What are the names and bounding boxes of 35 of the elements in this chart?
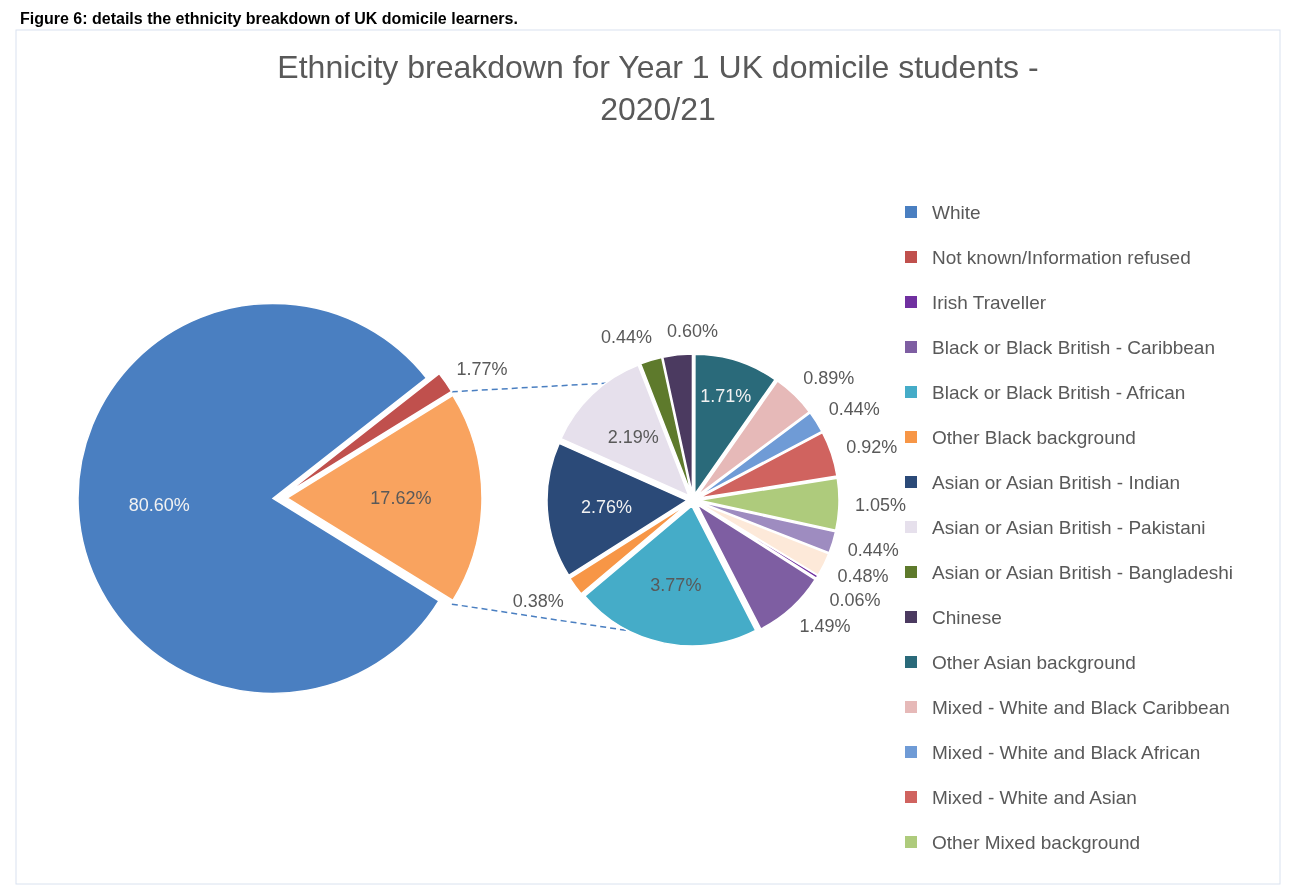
data-label: 1.05% (854, 495, 906, 516)
legend-label: Asian or Asian British - Pakistani (932, 516, 1206, 538)
legend-label: Mixed - White and Black African (932, 741, 1201, 763)
legend-label: Black or Black British - African (932, 381, 1186, 403)
data-label: 0.38% (512, 590, 564, 611)
data-label: 0.06% (829, 589, 881, 610)
data-label: 1.49% (799, 615, 851, 636)
data-label: 17.62% (370, 488, 432, 509)
data-label: 80.60% (128, 495, 190, 516)
data-label: 0.44% (847, 539, 899, 560)
legend-label: Asian or Asian British - Bangladeshi (932, 561, 1233, 583)
data-label: 2.19% (607, 427, 659, 448)
chart-title: Ethnicity breakdown for Year 1 UK domicile students - 2020/21 (277, 49, 1039, 127)
legend-label: Irish Traveller (932, 291, 1047, 313)
legend-label: White (932, 201, 981, 223)
data-label: 2.76% (580, 496, 632, 517)
data-label: 1.71% (700, 386, 752, 407)
data-label: 0.92% (846, 436, 898, 457)
legend-label: Mixed - White and Black Caribbean (932, 696, 1230, 718)
data-label: 3.77% (650, 575, 702, 596)
legend-label: Other Mixed background (932, 831, 1141, 853)
legend-label: Other Black background (932, 426, 1136, 448)
legend-label: Chinese (932, 606, 1002, 628)
legend-label: Not known/Information refused (932, 246, 1191, 268)
data-label: 1.77% (456, 359, 508, 380)
data-label: 0.89% (803, 368, 855, 389)
legend-label: Mixed - White and Asian (932, 786, 1137, 808)
data-label: 0.60% (666, 321, 719, 342)
data-label: 0.44% (828, 399, 880, 420)
legend-label: Other Asian background (932, 651, 1136, 673)
legend-label: Asian or Asian British - Indian (932, 471, 1181, 493)
data-label: 0.48% (837, 565, 889, 586)
legend-label: Black or Black British - Caribbean (932, 336, 1215, 358)
caption: Figure 6: details the ethnicity breakdown of UK domicile learners. (20, 10, 518, 27)
data-label: 0.44% (601, 327, 653, 348)
